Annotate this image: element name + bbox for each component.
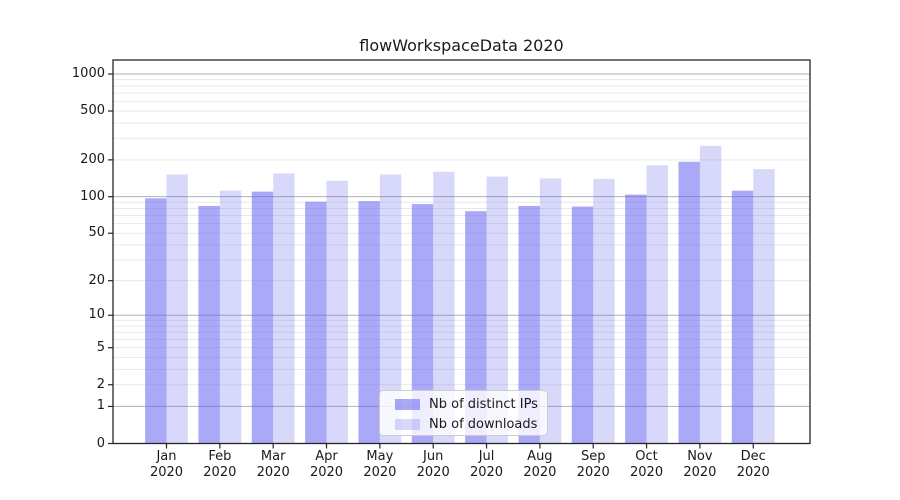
- x-tick-label: Mar 2020: [246, 449, 300, 481]
- legend-item-downloads: Nb of downloads: [395, 414, 547, 434]
- y-tick-label: 20: [88, 272, 105, 288]
- bar-distinct-ips: [145, 198, 167, 444]
- bar-distinct-ips: [571, 206, 594, 444]
- legend-swatch-distinct-ips: [395, 398, 420, 410]
- x-tick-year: 2020: [523, 465, 557, 480]
- legend-label-distinct-ips: Nb of distinct IPs: [429, 396, 538, 412]
- bar-distinct-ips: [731, 190, 754, 444]
- bar-distinct-ips: [518, 205, 540, 444]
- x-tick-month: Oct: [635, 449, 658, 464]
- x-tick-year: 2020: [149, 465, 184, 480]
- y-tick-label: 100: [80, 188, 105, 204]
- x-tick-label: Dec 2020: [726, 449, 780, 481]
- x-tick-month: Feb: [208, 449, 232, 464]
- bar-distinct-ips: [411, 204, 434, 444]
- x-tick-year: 2020: [309, 465, 344, 480]
- x-tick-month: Apr: [315, 449, 338, 464]
- y-tick-label: 2: [96, 376, 105, 392]
- bar-downloads: [379, 174, 402, 444]
- bar-distinct-ips: [251, 191, 274, 444]
- x-tick-month: Mar: [260, 449, 286, 464]
- x-tick-month: Jun: [423, 449, 444, 464]
- x-tick-month: Nov: [687, 449, 713, 464]
- bar-downloads: [646, 165, 668, 444]
- plot-frame: [112, 59, 811, 445]
- bar-distinct-ips: [465, 211, 487, 444]
- y-tick-label: 1000: [71, 66, 105, 82]
- y-tick-label: 50: [88, 225, 105, 241]
- x-tick-label: Apr 2020: [300, 449, 354, 481]
- x-tick-year: 2020: [630, 465, 664, 480]
- x-tick-month: May: [366, 449, 394, 464]
- x-tick-label: Jul 2020: [460, 449, 514, 481]
- legend: Nb of distinct IPs Nb of downloads: [379, 390, 548, 436]
- x-tick-month: Aug: [527, 449, 553, 464]
- x-tick-month: Jul: [478, 449, 495, 464]
- x-tick-month: Jan: [156, 449, 177, 464]
- bar-downloads: [166, 174, 188, 444]
- y-tick-label: 5: [96, 339, 105, 355]
- x-tick-year: 2020: [363, 465, 397, 480]
- legend-swatch-downloads: [395, 418, 420, 430]
- x-tick-year: 2020: [469, 465, 504, 480]
- x-tick-month: Dec: [740, 449, 766, 464]
- chart-title: flowWorkspaceData 2020: [359, 36, 564, 55]
- x-tick-label: May 2020: [353, 449, 407, 481]
- bar-downloads: [326, 180, 348, 444]
- bar-distinct-ips: [305, 201, 327, 444]
- y-tick-label: 0: [96, 435, 105, 451]
- x-tick-year: 2020: [416, 465, 450, 480]
- y-tick-label: 500: [80, 103, 105, 119]
- bar-downloads: [699, 145, 722, 444]
- x-tick-label: Feb 2020: [193, 449, 247, 481]
- x-tick-label: Nov 2020: [673, 449, 727, 481]
- bar-downloads: [593, 178, 615, 444]
- legend-label-downloads: Nb of downloads: [429, 416, 538, 432]
- x-tick-year: 2020: [683, 465, 717, 480]
- x-tick-label: Oct 2020: [620, 449, 674, 481]
- legend-item-distinct-ips: Nb of distinct IPs: [395, 394, 547, 414]
- x-tick-month: Sep: [580, 449, 606, 464]
- bar-distinct-ips: [625, 194, 647, 444]
- bar-downloads: [753, 169, 775, 444]
- y-tick-label: 200: [80, 151, 105, 167]
- x-tick-year: 2020: [256, 465, 290, 480]
- x-tick-label: Jun 2020: [406, 449, 460, 481]
- bar-distinct-ips: [198, 205, 220, 444]
- x-tick-label: Aug 2020: [513, 449, 567, 481]
- bar-downloads: [433, 171, 455, 444]
- x-tick-year: 2020: [203, 465, 237, 480]
- bar-downloads: [273, 173, 295, 444]
- bar-downloads: [486, 176, 508, 444]
- bar-downloads: [219, 190, 242, 444]
- x-tick-year: 2020: [736, 465, 770, 480]
- bar-distinct-ips: [678, 161, 700, 444]
- bar-downloads: [539, 178, 562, 444]
- x-tick-label: Jan 2020: [140, 449, 194, 481]
- bar-distinct-ips: [358, 201, 380, 444]
- x-tick-label: Sep 2020: [566, 449, 620, 481]
- y-tick-label: 1: [96, 398, 105, 414]
- x-tick-year: 2020: [576, 465, 610, 480]
- y-tick-label: 10: [88, 307, 105, 323]
